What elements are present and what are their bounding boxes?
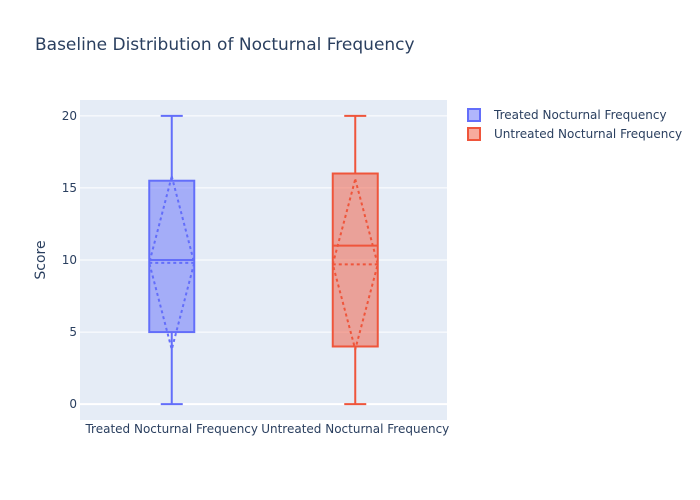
y-tick-label: 10 (62, 253, 77, 267)
y-axis-title: Score (33, 240, 49, 279)
legend-label: Treated Nocturnal Frequency (493, 108, 667, 122)
y-tick-label: 20 (62, 109, 77, 123)
chart-title: Baseline Distribution of Nocturnal Frequ… (35, 35, 415, 55)
box-untreated (331, 114, 379, 406)
x-tick-label: Treated Nocturnal Frequency (84, 422, 258, 436)
y-axis-ticks: 0 5 10 15 20 (62, 109, 77, 411)
y-tick-label: 0 (69, 397, 77, 411)
boxes (148, 114, 379, 406)
x-axis-ticks: Treated Nocturnal Frequency Untreated Noc… (84, 422, 449, 436)
box-treated (148, 114, 196, 406)
y-tick-label: 15 (62, 181, 77, 195)
legend-label: Untreated Nocturnal Frequency (494, 127, 682, 141)
x-tick-label: Untreated Nocturnal Frequency (261, 422, 449, 436)
iqr-box (331, 172, 379, 348)
grid-lines (80, 115, 447, 406)
iqr-box (148, 179, 196, 334)
legend-swatch (467, 108, 481, 122)
legend-swatch (467, 127, 481, 141)
y-tick-label: 5 (69, 325, 77, 339)
sd-diamond (331, 175, 379, 354)
legend: Treated Nocturnal Frequency Untreated Noc… (467, 108, 682, 141)
